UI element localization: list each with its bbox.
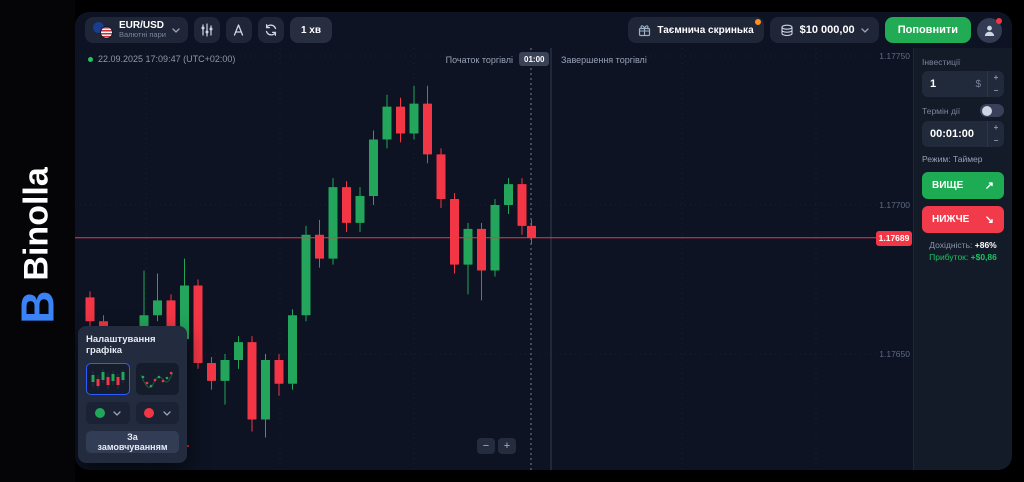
coins-icon <box>781 24 793 36</box>
duration-input[interactable]: 00:01:00 + − <box>922 121 1004 147</box>
down-color-swatch <box>144 408 154 418</box>
trade-countdown-badge: 01:00 <box>519 52 550 66</box>
binolla-logo-icon: B <box>11 292 63 324</box>
top-bar: EUR/USD Валютні пари <box>75 12 1012 48</box>
candle-color-selects <box>86 402 179 424</box>
candlestick-icon <box>201 23 213 37</box>
duration-increase-button[interactable]: + <box>993 123 999 132</box>
eur-usd-flags-icon <box>93 21 113 39</box>
higher-button[interactable]: ВИЩЕ ↗ <box>922 172 1004 199</box>
zoom-controls: − + <box>477 438 516 454</box>
profit-label: Прибуток: <box>929 252 969 262</box>
mystery-box-button[interactable]: Таємнича скринька <box>628 17 764 43</box>
duration-stepper: + − <box>987 121 1004 147</box>
duration-label: Термін дії <box>922 105 961 116</box>
profit-value: +$0,86 <box>970 252 997 262</box>
pen-tool-icon <box>234 23 244 36</box>
trade-start-label: Початок торгівлі <box>445 55 513 65</box>
payout-value: +86% <box>974 240 997 250</box>
dots-preview-icon <box>140 371 174 388</box>
investment-decrease-button[interactable]: − <box>993 86 999 95</box>
account-balance: $10 000,00 <box>799 24 855 36</box>
zoom-out-button[interactable]: − <box>477 438 495 454</box>
timeframe-button[interactable]: 1 хв <box>289 17 332 43</box>
lower-label: НИЖЧЕ <box>932 214 970 225</box>
brand-name: Binolla <box>17 167 56 281</box>
investment-increase-button[interactable]: + <box>993 73 999 82</box>
notification-dot <box>754 19 761 25</box>
candlestick-chart <box>75 48 880 470</box>
down-color-select[interactable] <box>135 402 179 424</box>
balance-selector[interactable]: $10 000,00 <box>769 17 879 43</box>
payout-label: Дохідність: <box>929 240 973 250</box>
mystery-box-label: Таємнича скринька <box>657 24 754 36</box>
pair-category: Валютні пари <box>119 30 166 40</box>
avatar-alert-dot <box>996 17 1002 24</box>
payout-line: Дохідність: +86% <box>922 240 1004 250</box>
up-color-swatch <box>94 408 105 418</box>
investment-label: Інвестиції <box>922 57 961 67</box>
sync-arrows-icon <box>265 24 277 36</box>
pair-symbol: EUR/USD <box>119 19 165 31</box>
chart-style-dots-option[interactable] <box>135 363 179 395</box>
chevron-down-icon <box>162 410 171 416</box>
us-flag-icon <box>100 25 113 39</box>
deposit-button[interactable]: Поповнити <box>884 17 971 43</box>
chart-style-options <box>86 363 179 395</box>
duration-decrease-button[interactable]: − <box>993 136 999 145</box>
zoom-in-button[interactable]: + <box>498 438 516 454</box>
trading-panel: EUR/USD Валютні пари <box>75 12 1012 470</box>
drawing-tools-button[interactable] <box>225 17 252 43</box>
asset-selector[interactable]: EUR/USD Валютні пари <box>85 17 188 43</box>
chevron-down-icon <box>172 27 180 33</box>
trade-end-label: Завершення торгівлі <box>561 55 647 65</box>
price-axis-label: 1.17650 <box>879 349 910 359</box>
datetime-text: 22.09.2025 17:09:47 (UTC+02:00) <box>98 54 236 64</box>
gift-box-icon <box>639 24 651 36</box>
duration-toggle[interactable] <box>980 104 1004 117</box>
current-price-badge: 1.17689 <box>876 230 912 246</box>
chevron-down-icon <box>113 410 121 416</box>
investment-input[interactable]: 1 $ + − <box>922 71 1004 97</box>
investment-stepper: + − <box>987 71 1004 97</box>
chart-datetime: 22.09.2025 17:09:47 (UTC+02:00) <box>88 54 235 64</box>
arrow-down-right-icon: ↘ <box>984 214 994 226</box>
live-status-dot <box>88 56 93 62</box>
chart-settings-popup: Налаштування графіка <box>78 326 187 463</box>
duration-value: 00:01:00 <box>930 128 975 140</box>
brand-lockup: B Binolla <box>0 66 75 426</box>
reset-default-button[interactable]: За замовчуванням <box>86 431 179 453</box>
candles-preview-icon <box>91 369 125 389</box>
person-icon <box>984 25 995 36</box>
toggle-knob <box>982 105 992 116</box>
arrow-up-right-icon: ↗ <box>984 180 994 192</box>
higher-label: ВИЩЕ <box>932 180 964 191</box>
popup-title: Налаштування графіка <box>86 334 156 356</box>
price-axis-label: 1.17700 <box>879 200 910 210</box>
price-axis-label: 1.17750 <box>879 51 910 61</box>
chevron-down-icon <box>861 27 869 33</box>
up-color-select[interactable] <box>86 402 130 424</box>
mode-label: Режим: Таймер <box>922 154 983 164</box>
profile-avatar[interactable] <box>977 17 1002 43</box>
chart-type-button[interactable] <box>193 17 220 43</box>
currency-symbol: $ <box>975 78 981 90</box>
indicators-button[interactable] <box>257 17 284 43</box>
chart-style-candles-option[interactable] <box>86 363 130 395</box>
chart-area[interactable]: 22.09.2025 17:09:47 (UTC+02:00) Початок … <box>75 48 913 470</box>
lower-button[interactable]: НИЖЧЕ ↘ <box>922 206 1004 233</box>
brand-sidebar: B Binolla <box>0 0 75 482</box>
profit-line: Прибуток: +$0,86 <box>922 252 1004 262</box>
eu-flag-icon <box>93 21 104 33</box>
trade-controls-panel: Інвестиції 1 $ + − Термін дії 00:01:00 +… <box>913 48 1012 470</box>
investment-value: 1 <box>930 78 937 90</box>
